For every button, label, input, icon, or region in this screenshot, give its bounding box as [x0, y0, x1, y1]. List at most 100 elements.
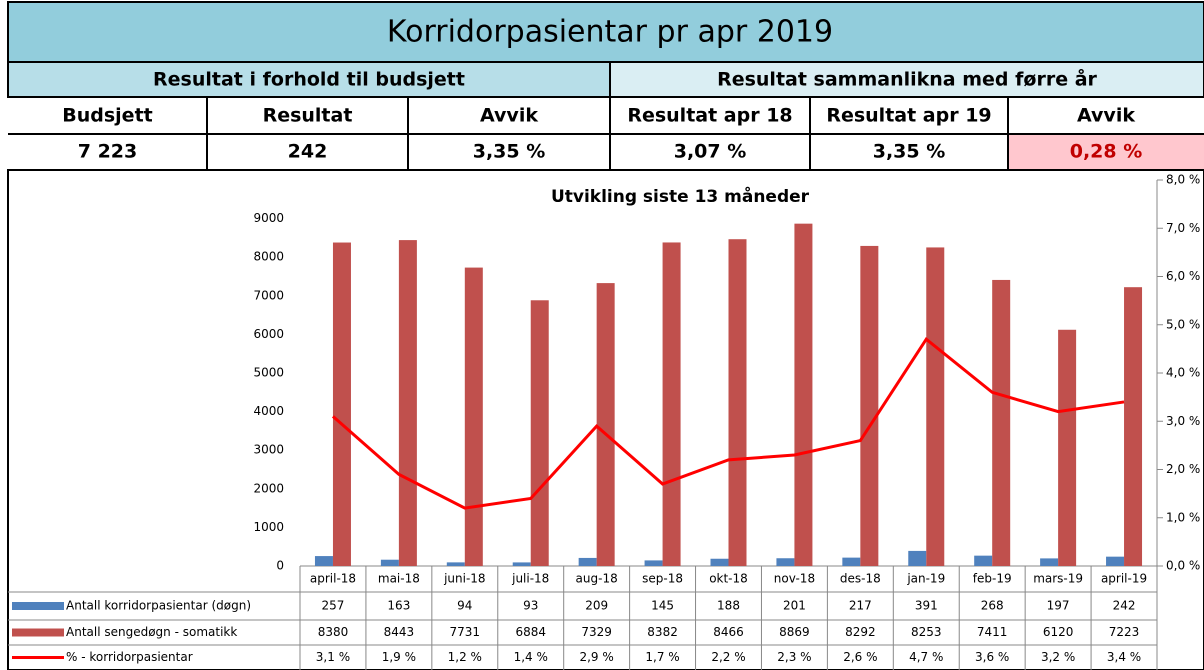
data-label: 7731	[450, 625, 481, 639]
x-tick-label: aug-18	[576, 572, 618, 586]
y-tick-label: 1000	[253, 520, 284, 534]
x-tick-label: mai-18	[378, 572, 420, 586]
y2-tick-label: 4,0 %	[1166, 366, 1200, 380]
x-tick-label: feb-19	[973, 572, 1012, 586]
section-cell	[7, 61, 611, 98]
bar	[1124, 287, 1143, 566]
legend-label: % - korridorpasientar	[66, 650, 193, 664]
bar	[728, 239, 747, 566]
summary-value: 3,07 %	[674, 141, 747, 163]
bar	[332, 242, 351, 567]
data-label: 1,2 %	[448, 650, 482, 664]
section-cell	[609, 61, 1204, 98]
y-tick-label: 6000	[253, 327, 284, 341]
y-tick-label: 2000	[253, 481, 284, 495]
summary-value: 0,28 %	[1070, 141, 1143, 163]
bar	[446, 562, 465, 566]
bar	[776, 558, 795, 566]
column-header: Resultat apr 19	[826, 105, 991, 127]
y-tick-label: 0	[276, 559, 284, 573]
page-title: Korridorpasientar pr apr 2019	[387, 15, 833, 50]
data-label: 3,2 %	[1041, 650, 1075, 664]
x-tick-label: mars-19	[1033, 572, 1083, 586]
data-label: 242	[1113, 599, 1136, 613]
data-label: 3,1 %	[316, 650, 350, 664]
bar	[992, 279, 1011, 566]
y-tick-label: 9000	[253, 211, 284, 225]
section-title: Resultat sammanlikna med førre år	[717, 67, 1097, 91]
data-label: 8869	[779, 625, 810, 639]
bar	[644, 560, 663, 566]
data-label: 7411	[977, 625, 1008, 639]
legend-label: Antall korridorpasientar (døgn)	[66, 599, 251, 613]
y-tick-label: 3000	[253, 443, 284, 457]
data-label: 4,7 %	[909, 650, 943, 664]
data-label: 257	[322, 599, 345, 613]
data-label: 8292	[845, 625, 876, 639]
column-header: Avvik	[480, 105, 538, 127]
data-label: 2,9 %	[579, 650, 613, 664]
section-title: Resultat i forhold til budsjett	[153, 69, 465, 91]
bar	[794, 223, 813, 566]
data-label: 93	[523, 599, 538, 613]
data-label: 8253	[911, 625, 942, 639]
highlight-cell	[1008, 134, 1204, 170]
data-label: 163	[387, 599, 410, 613]
y2-tick-label: 8,0 %	[1166, 173, 1200, 187]
bar	[1058, 329, 1077, 566]
bar	[512, 562, 531, 566]
data-label: 8382	[647, 625, 678, 639]
column-header: Budsjett	[62, 105, 152, 127]
data-label: 268	[981, 599, 1004, 613]
bar	[662, 242, 681, 566]
y-tick-label: 7000	[253, 288, 284, 302]
data-label: 2,3 %	[777, 650, 811, 664]
data-label: 3,6 %	[975, 650, 1009, 664]
x-tick-label: des-18	[840, 572, 881, 586]
data-label: 145	[651, 599, 674, 613]
data-label: 1,7 %	[645, 650, 679, 664]
bar	[926, 247, 945, 566]
data-label: 197	[1047, 599, 1070, 613]
chart-title: Utvikling siste 13 måneder	[551, 185, 810, 207]
line	[331, 337, 1125, 510]
summary-value: 3,35 %	[473, 141, 546, 163]
bar	[314, 556, 333, 566]
y-tick-label: 4000	[253, 404, 284, 418]
legend-key	[12, 628, 64, 637]
data-label: 7329	[581, 625, 612, 639]
data-label: 2,2 %	[711, 650, 745, 664]
data-label: 94	[457, 599, 472, 613]
data-label: 2,6 %	[843, 650, 877, 664]
y2-tick-label: 0,0 %	[1166, 559, 1200, 573]
bar	[578, 557, 597, 566]
bar	[398, 240, 417, 566]
y2-tick-label: 1,0 %	[1166, 510, 1200, 524]
legend-key	[12, 602, 64, 610]
column-header: Resultat apr 18	[627, 105, 792, 127]
x-tick-label: april-18	[310, 572, 356, 586]
bar	[908, 550, 927, 566]
data-label: 8466	[713, 625, 744, 639]
y-tick-label: 8000	[253, 250, 284, 264]
data-label: 8380	[318, 625, 349, 639]
data-label: 1,4 %	[514, 650, 548, 664]
bar	[1106, 556, 1125, 566]
data-label: 209	[585, 599, 608, 613]
data-label: 201	[783, 599, 806, 613]
bar	[380, 559, 399, 566]
y-tick-label: 5000	[253, 366, 284, 380]
summary-value: 3,35 %	[873, 141, 946, 163]
bar	[710, 558, 729, 566]
y2-tick-label: 5,0 %	[1166, 317, 1200, 331]
x-tick-label: okt-18	[709, 572, 748, 586]
data-label: 1,9 %	[382, 650, 416, 664]
summary-value: 242	[288, 141, 328, 163]
x-tick-label: nov-18	[774, 572, 815, 586]
title-cell	[7, 1, 1204, 63]
y2-tick-label: 2,0 %	[1166, 462, 1200, 476]
x-tick-label: sep-18	[642, 572, 683, 586]
column-header: Resultat	[263, 105, 353, 127]
data-label: 3,4 %	[1107, 650, 1141, 664]
